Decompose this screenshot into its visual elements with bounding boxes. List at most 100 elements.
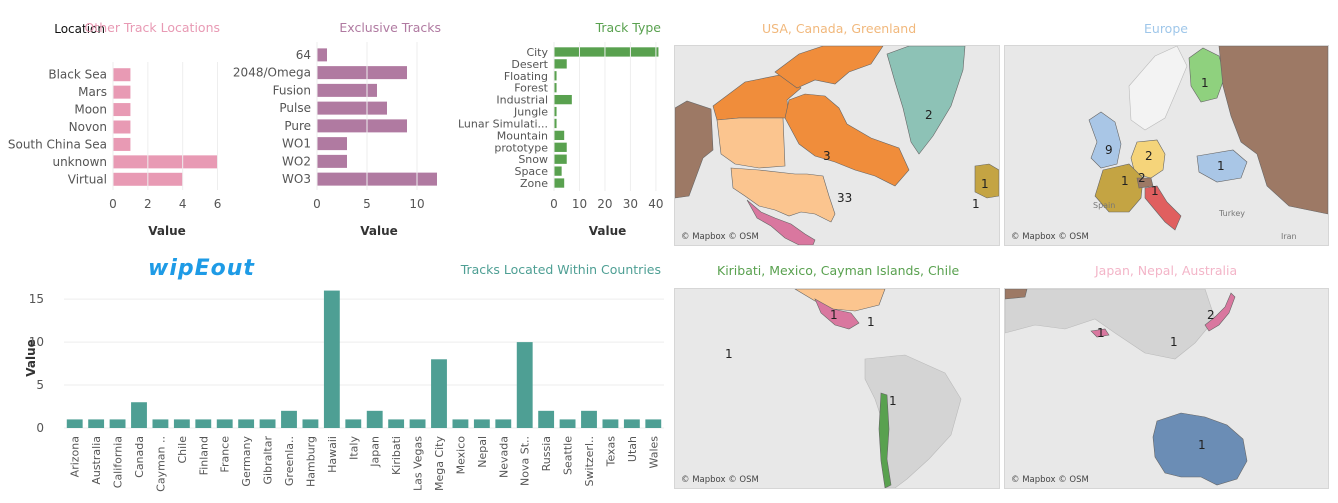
countries-title: Tracks Located Within Countries — [460, 262, 661, 277]
category-label: Snow — [518, 153, 548, 166]
category-label: Arizona — [69, 436, 82, 477]
bar — [281, 410, 297, 428]
category-label: France — [219, 436, 232, 473]
italy-region — [1144, 185, 1182, 231]
bar — [554, 71, 557, 81]
category-label: 2048/Omega — [233, 66, 311, 80]
russia-corner-region — [1005, 289, 1028, 300]
chile-region — [878, 392, 892, 488]
axis-label: Value — [589, 224, 627, 238]
bar — [131, 402, 147, 428]
category-label: Greenla.. — [283, 436, 296, 486]
tick-label: 5 — [363, 197, 371, 211]
category-label: Germany — [240, 436, 253, 487]
bar — [452, 419, 469, 428]
category-label: City — [526, 46, 548, 59]
category-label: Mexico — [454, 436, 467, 475]
chart-header: Location — [54, 22, 105, 36]
bar — [152, 419, 169, 428]
europe-map-title: Europe — [1144, 21, 1188, 36]
category-label: Moon — [74, 103, 107, 117]
tick-label: 10 — [29, 335, 44, 349]
bar — [554, 94, 572, 105]
ukraine-region — [1196, 149, 1248, 183]
usa-label-greenland: 2 — [925, 108, 933, 122]
usa-label-usa: 33 — [837, 191, 852, 205]
bar — [623, 419, 640, 428]
category-label: Hawaii — [326, 436, 339, 473]
france-region — [1094, 163, 1144, 213]
japan-map[interactable]: 2 1 1 1 © Mapbox © OSM — [1004, 288, 1329, 489]
category-label: Desert — [511, 58, 548, 71]
category-label: Kiribati — [390, 436, 403, 475]
bar — [602, 419, 619, 428]
category-label: Nova St.. — [519, 436, 532, 486]
usa-map-credit: © Mapbox © OSM — [681, 232, 759, 242]
category-label: WO2 — [282, 154, 311, 168]
bar — [317, 48, 327, 62]
europe-label-finland: 1 — [1201, 76, 1209, 90]
category-label: Switzerl.. — [583, 436, 596, 486]
category-label: Floating — [504, 70, 548, 83]
bar — [554, 59, 567, 69]
exclusive-tracks-panel: Exclusive Tracks 64 2048/Omega Fusion Pulse… — [230, 18, 445, 243]
bar — [88, 419, 105, 428]
tick-label: 20 — [597, 197, 612, 211]
usa-map[interactable]: 2 3 33 1 1 © Mapbox © OSM — [674, 45, 1000, 246]
japan-label-asia: 1 — [1170, 335, 1178, 349]
russia-region — [1218, 46, 1328, 215]
bar — [554, 130, 565, 141]
axis-label: Value — [148, 224, 186, 238]
category-label: Mountain — [497, 129, 548, 142]
europe-map[interactable]: 1 9 2 2 1 1 1 Spain Turkey Iran © Mapbox… — [1004, 45, 1329, 246]
category-label: Las Vegas — [412, 436, 425, 491]
category-label: prototype — [494, 141, 548, 154]
japan-label-australia: 1 — [1198, 438, 1206, 452]
south-america-region — [864, 354, 962, 488]
canada-central-region — [784, 93, 910, 187]
bar — [317, 83, 377, 97]
usa-label-europe: 1 — [981, 177, 989, 191]
japan-region — [1204, 292, 1236, 332]
category-label: Fusion — [273, 83, 311, 97]
bar — [538, 410, 555, 428]
bar — [317, 101, 387, 115]
bar — [317, 137, 347, 151]
usa-label-africa: 1 — [972, 197, 980, 211]
countries-panel: Tracks Located Within Countries 0 5 10 15 Va… — [0, 258, 668, 499]
category-label: Russia — [540, 436, 553, 471]
europe-edge-region — [974, 163, 999, 199]
bar — [113, 155, 218, 169]
kiribati-label-kiribati: 1 — [725, 347, 733, 361]
bar — [317, 154, 347, 168]
bar — [388, 419, 405, 428]
bar — [113, 68, 131, 82]
category-label: Virtual — [68, 172, 107, 186]
bar — [473, 419, 490, 428]
bar — [645, 419, 662, 428]
bar — [109, 419, 126, 428]
other-track-locations-chart: Location Black Sea Mars Moon Novon South Chin… — [8, 22, 221, 238]
category-label: Texas — [604, 436, 617, 468]
bar — [317, 66, 407, 80]
australia-region — [1152, 412, 1248, 486]
kiribati-label-chile: 1 — [889, 394, 897, 408]
other-track-locations-title: Other Track Locations — [84, 20, 220, 35]
usa-region — [730, 167, 836, 223]
kiribati-map[interactable]: 1 1 1 1 © Mapbox © OSM — [674, 288, 1000, 489]
category-label: Chile — [176, 436, 189, 464]
category-label: South China Sea — [8, 137, 107, 151]
category-label: Zone — [520, 177, 548, 190]
category-label: unknown — [52, 155, 107, 169]
category-label: Mega City — [433, 436, 446, 492]
usa-label-canada: 3 — [823, 149, 831, 163]
bar — [323, 290, 340, 428]
bar — [238, 419, 255, 428]
mexico-region — [814, 298, 860, 330]
other-track-locations-panel: Other Track Locations Location Black Sea M… — [0, 18, 230, 243]
bar — [554, 118, 557, 129]
canadian-arctic-region — [774, 46, 884, 89]
category-label: Space — [514, 165, 548, 178]
tick-label: 4 — [179, 197, 187, 211]
